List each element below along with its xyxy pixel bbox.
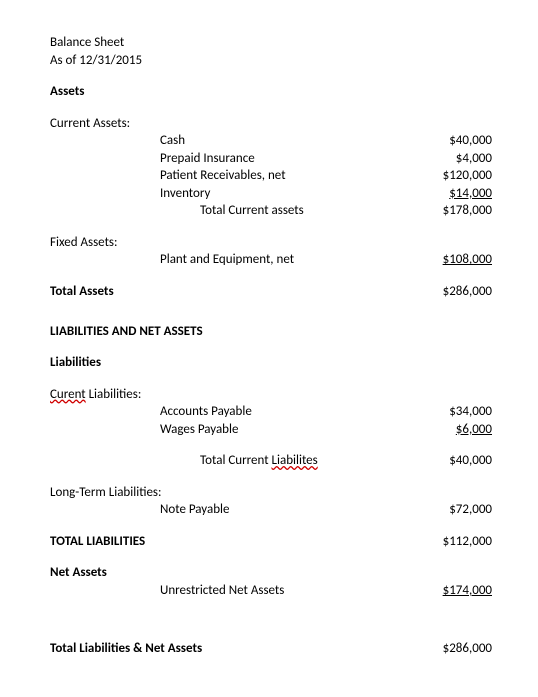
item-label: Prepaid Insurance — [160, 150, 412, 168]
asof-row: As of 12/31/2015 — [50, 52, 492, 70]
line-total-current-liabilities: Total Current Liabilites $40,000 — [50, 452, 492, 470]
longterm-liabilities-label: Long-Term Liabilities: — [50, 484, 161, 502]
total-assets-row: Total Assets $286,000 — [50, 283, 492, 301]
liabilities-heading-row: Liabilities — [50, 354, 492, 372]
fixed-assets-label-row: Fixed Assets: — [50, 234, 492, 252]
assets-heading-row: Assets — [50, 83, 492, 101]
longterm-liabilities-label-row: Long-Term Liabilities: — [50, 484, 492, 502]
total-current-liabilities-label: Total Current Liabilites — [160, 452, 412, 470]
total-assets-label: Total Assets — [50, 283, 160, 301]
total-assets-amount: $286,000 — [412, 283, 492, 301]
line-unrestricted-net-assets: Unrestricted Net Assets $174,000 — [50, 582, 492, 600]
liabilities-heading: Liabilities — [50, 354, 101, 372]
liabilities-net-heading: LIABILITIES AND NET ASSETS — [50, 323, 203, 341]
item-label: Patient Receivables, net — [160, 167, 412, 185]
current-assets-label: Current Assets: — [50, 115, 130, 133]
assets-heading: Assets — [50, 83, 84, 101]
current-liabilities-label-row: Curent Liabilities: — [50, 386, 492, 404]
item-amount: $174,000 — [412, 582, 492, 600]
title-row: Balance Sheet — [50, 34, 492, 52]
item-amount: $14,000 — [412, 185, 492, 203]
page-title: Balance Sheet — [50, 34, 124, 52]
item-label: Note Payable — [160, 501, 412, 519]
current-liabilities-label: Curent Liabilities: — [50, 386, 141, 404]
current-assets-label-row: Current Assets: — [50, 115, 492, 133]
total-current-assets-label: Total Current assets — [160, 202, 412, 220]
grand-total-label: Total Liabilities & Net Assets — [50, 640, 270, 658]
total-current-assets-amount: $178,000 — [412, 202, 492, 220]
line-cash: Cash $40,000 — [50, 132, 492, 150]
net-assets-heading-row: Net Assets — [50, 564, 492, 582]
fixed-assets-label: Fixed Assets: — [50, 234, 118, 252]
item-amount: $40,000 — [412, 132, 492, 150]
item-amount: $6,000 — [412, 421, 492, 439]
item-label: Accounts Payable — [160, 403, 412, 421]
line-prepaid-insurance: Prepaid Insurance $4,000 — [50, 150, 492, 168]
item-label: Unrestricted Net Assets — [160, 582, 412, 600]
item-label: Cash — [160, 132, 412, 150]
item-amount: $72,000 — [412, 501, 492, 519]
line-plant-equipment: Plant and Equipment, net $108,000 — [50, 251, 492, 269]
total-liabilities-label: TOTAL LIABILITIES — [50, 533, 200, 551]
liabilities-net-heading-row: LIABILITIES AND NET ASSETS — [50, 323, 492, 341]
total-liabilities-amount: $112,000 — [412, 533, 492, 551]
item-label: Inventory — [160, 185, 412, 203]
item-amount: $108,000 — [412, 251, 492, 269]
item-amount: $4,000 — [412, 150, 492, 168]
item-amount: $34,000 — [412, 403, 492, 421]
item-label: Wages Payable — [160, 421, 412, 439]
grand-total-amount: $286,000 — [412, 640, 492, 658]
line-total-current-assets: Total Current assets $178,000 — [50, 202, 492, 220]
misspelled-curent: Curent — [50, 387, 86, 402]
line-accounts-payable: Accounts Payable $34,000 — [50, 403, 492, 421]
asof-text: As of 12/31/2015 — [50, 52, 142, 70]
item-amount: $120,000 — [412, 167, 492, 185]
item-label: Plant and Equipment, net — [160, 251, 412, 269]
total-current-liabilities-amount: $40,000 — [412, 452, 492, 470]
line-wages-payable: Wages Payable $6,000 — [50, 421, 492, 439]
grand-total-row: Total Liabilities & Net Assets $286,000 — [50, 640, 492, 658]
line-patient-receivables: Patient Receivables, net $120,000 — [50, 167, 492, 185]
line-inventory: Inventory $14,000 — [50, 185, 492, 203]
line-note-payable: Note Payable $72,000 — [50, 501, 492, 519]
misspelled-liabilites: Liabilites — [272, 453, 318, 468]
net-assets-heading: Net Assets — [50, 564, 107, 582]
balance-sheet-page: Balance Sheet As of 12/31/2015 Assets Cu… — [0, 0, 538, 697]
total-liabilities-row: TOTAL LIABILITIES $112,000 — [50, 533, 492, 551]
